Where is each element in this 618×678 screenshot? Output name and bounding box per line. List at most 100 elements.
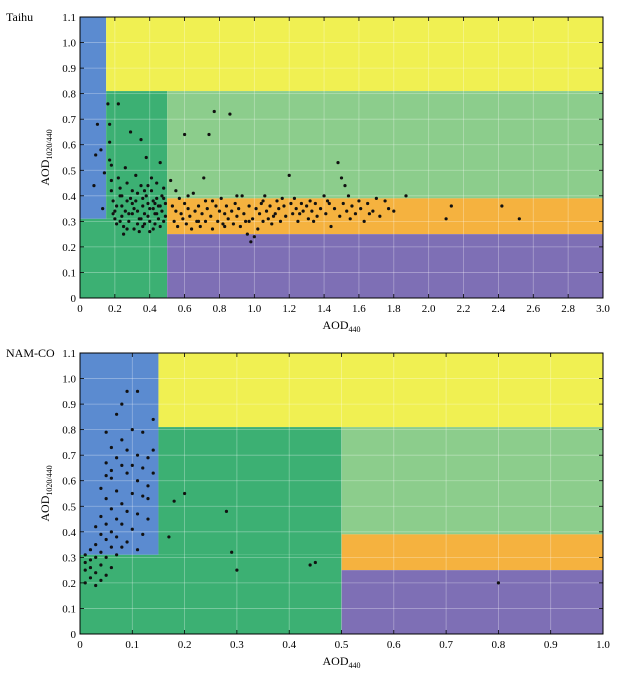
data-point: [301, 209, 305, 213]
data-point: [186, 206, 190, 211]
data-point: [130, 428, 134, 432]
data-point: [118, 186, 122, 190]
x-tick-label: 0.8: [213, 303, 227, 315]
y-tick-label: 0.9: [62, 399, 76, 411]
x-tick-label: 2.4: [492, 303, 506, 315]
x-tick-label: 1.0: [596, 639, 610, 651]
region-orange: [167, 198, 603, 235]
data-point: [181, 217, 185, 221]
data-point: [202, 176, 206, 180]
y-tick-label: 1.0: [62, 374, 76, 386]
data-point: [270, 222, 274, 226]
x-tick-label: 0.7: [439, 639, 453, 651]
y-tick-label: 0.9: [62, 63, 76, 75]
data-point: [257, 212, 262, 216]
data-point: [259, 201, 263, 206]
data-point: [109, 468, 113, 473]
data-point: [104, 537, 108, 542]
region-purple: [167, 234, 603, 298]
data-point: [88, 576, 93, 580]
data-point: [99, 550, 103, 554]
data-point: [163, 201, 168, 206]
data-point: [113, 209, 117, 213]
data-point: [158, 224, 162, 229]
data-point: [160, 209, 164, 213]
data-point: [120, 214, 124, 218]
data-point: [371, 209, 375, 213]
data-point: [125, 181, 129, 185]
data-point: [273, 212, 277, 216]
data-point: [223, 224, 227, 229]
data-point: [146, 214, 150, 218]
data-point: [104, 430, 108, 434]
data-point: [205, 206, 209, 211]
y-tick-label: 0: [71, 293, 77, 305]
data-point: [191, 191, 195, 195]
x-tick-label: 0.2: [108, 303, 122, 315]
data-point: [125, 471, 129, 475]
y-tick-label: 1.0: [62, 38, 76, 50]
data-point: [298, 212, 302, 216]
region-yellow: [158, 353, 603, 428]
data-point: [141, 494, 145, 498]
data-point: [135, 389, 140, 393]
data-point: [130, 212, 134, 216]
x-axis-label: AOD440: [323, 318, 361, 334]
data-point: [188, 214, 192, 218]
x-tick-label: 2.6: [526, 303, 540, 315]
data-point: [189, 227, 194, 231]
data-point: [125, 448, 129, 452]
data-point: [247, 204, 251, 208]
data-point: [172, 499, 176, 503]
data-point: [109, 530, 113, 534]
data-point: [308, 563, 312, 567]
y-tick-label: 0: [71, 629, 77, 641]
panel-label: NAM-CO: [6, 346, 55, 360]
data-point: [203, 199, 208, 203]
data-point: [111, 199, 115, 203]
data-point: [115, 553, 119, 557]
data-point: [177, 196, 181, 200]
y-tick-label: 0.3: [62, 552, 76, 564]
data-point: [130, 201, 134, 206]
data-point: [115, 456, 119, 460]
chart-panel-1: 0 0.1 0.2 0.3 0.4 0.5 0.6 0.7 0.8 0.9 1.0 0 0.1 0.2 0.…: [6, 346, 610, 670]
data-point: [324, 212, 328, 216]
data-point: [83, 553, 87, 557]
data-point: [115, 517, 119, 521]
data-point: [209, 214, 213, 218]
data-point: [174, 189, 178, 193]
data-point: [230, 209, 234, 213]
y-tick-label: 0.8: [62, 89, 76, 101]
data-point: [120, 522, 124, 526]
data-point: [120, 194, 124, 198]
y-tick-label: 1.1: [62, 12, 76, 24]
data-point: [170, 204, 174, 208]
data-point: [233, 201, 237, 206]
x-tick-label: 0.6: [387, 639, 401, 651]
data-point: [109, 163, 113, 167]
data-point: [104, 573, 108, 577]
data-point: [345, 209, 349, 213]
data-point: [392, 209, 396, 213]
data-point: [115, 412, 119, 416]
data-point: [240, 194, 244, 198]
data-point: [282, 204, 286, 208]
data-point: [99, 578, 103, 582]
region-dark-green: [80, 554, 342, 634]
data-point: [378, 214, 382, 218]
data-point: [160, 194, 164, 198]
data-point: [151, 471, 155, 475]
x-tick-label: 0.4: [143, 303, 157, 315]
data-point: [111, 212, 115, 216]
data-point: [148, 229, 152, 234]
data-point: [162, 186, 166, 190]
x-tick-label: 1.2: [282, 303, 296, 315]
data-point: [104, 555, 108, 559]
data-point: [88, 565, 93, 570]
data-point: [149, 189, 154, 193]
y-tick-label: 0.3: [62, 216, 76, 228]
data-point: [275, 199, 279, 203]
data-point: [151, 227, 155, 231]
data-point: [292, 196, 297, 200]
